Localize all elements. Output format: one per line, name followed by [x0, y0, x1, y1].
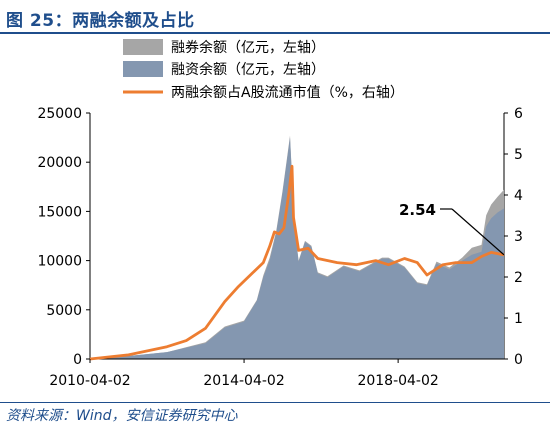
legend: 融券余额（亿元，左轴） 融资余额（亿元，左轴） 两融余额占A股流通市值（%，右轴） [123, 39, 404, 101]
y-right-tick-label: 4 [514, 188, 523, 204]
y-right-tick-label: 2 [514, 270, 523, 286]
y-right-tick-label: 6 [514, 106, 523, 122]
y-right-tick-label: 1 [514, 311, 523, 327]
y-left-tick-label: 15000 [37, 204, 82, 220]
title-rule [0, 32, 550, 34]
source-note: 资料来源：Wind，安信证券研究中心 [6, 408, 238, 424]
y-left-tick-label: 5000 [46, 303, 82, 319]
annotation-leader [451, 208, 505, 256]
y-right-tick-label: 5 [514, 147, 523, 163]
chart: 0 5000 10000 15000 20000 25000 0 1 2 3 4 5 6 2010-04-… [37, 39, 523, 389]
legend-label-1: 融资余额（亿元，左轴） [171, 61, 325, 78]
legend-label-2: 两融余额占A股流通市值（%，右轴） [171, 84, 404, 101]
y-left-tick-label: 10000 [37, 254, 82, 270]
annotation-label: 2.54 [399, 201, 436, 219]
x-tick-label: 2018-04-02 [357, 373, 438, 389]
source-rule [0, 402, 550, 403]
y-right-tick-label: 0 [514, 352, 523, 368]
line-series-ratio [89, 164, 505, 361]
legend-swatch-1 [123, 61, 163, 77]
y-left-tick-label: 20000 [37, 155, 82, 171]
y-left-tick-label: 25000 [37, 106, 82, 122]
plot-area: 0 5000 10000 15000 20000 25000 0 1 2 3 4 5 6 2010-04-… [37, 106, 523, 389]
x-tick-label: 2010-04-02 [49, 373, 130, 389]
x-tick-label: 2014-04-02 [203, 373, 284, 389]
legend-swatch-0 [123, 39, 163, 55]
figure-title: 图 25：两融余额及占比 [6, 11, 195, 31]
legend-label-0: 融券余额（亿元，左轴） [171, 39, 325, 56]
y-left-tick-label: 0 [73, 352, 82, 368]
y-right-tick-label: 3 [514, 229, 523, 245]
